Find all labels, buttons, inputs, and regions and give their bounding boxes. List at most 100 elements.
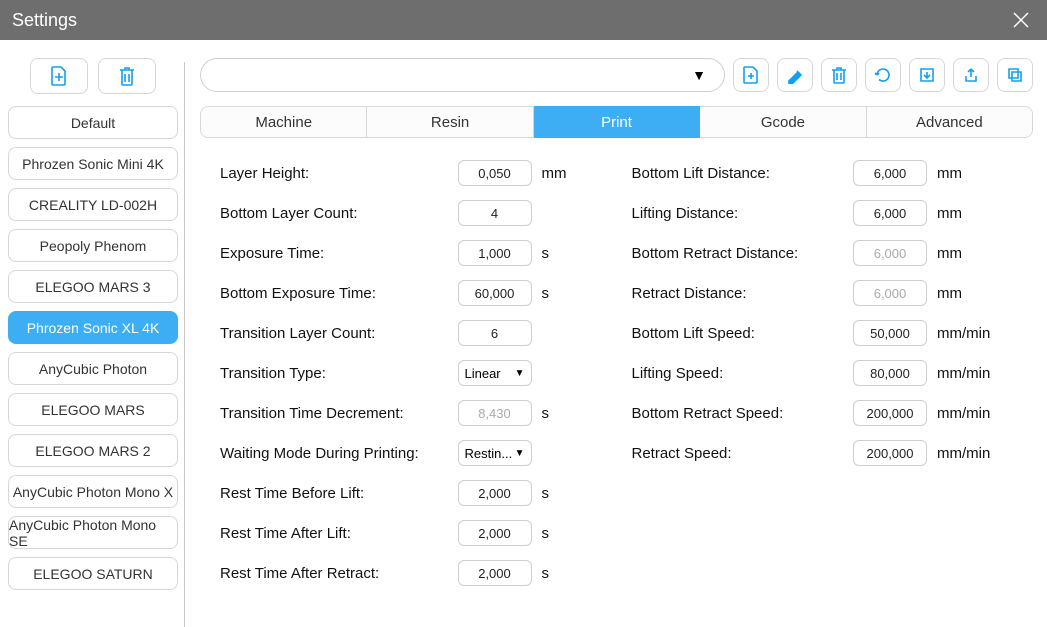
profile-item[interactable]: Phrozen Sonic Mini 4K (8, 147, 178, 180)
field-label: Rest Time After Retract: (220, 565, 458, 582)
field-label: Retract Speed: (632, 445, 854, 462)
chevron-down-icon: ▼ (515, 368, 525, 379)
field-label: Bottom Layer Count: (220, 205, 458, 222)
tab-resin[interactable]: Resin (367, 106, 533, 138)
profile-item[interactable]: ELEGOO MARS 2 (8, 434, 178, 467)
form-row: Bottom Retract Speed:mm/min (632, 400, 1014, 426)
form-row: Retract Distance:mm (632, 280, 1014, 306)
form-row: Rest Time After Retract: s (220, 560, 602, 586)
field-input[interactable] (853, 200, 927, 226)
field-input[interactable] (853, 360, 927, 386)
field-input[interactable] (853, 400, 927, 426)
field-unit: mm/min (927, 405, 1013, 422)
field-label: Rest Time Before Lift: (220, 485, 458, 502)
field-label: Transition Type: (220, 365, 458, 382)
form-row: Waiting Mode During Printing:Restin...▼ (220, 440, 602, 466)
profile-item[interactable]: Default (8, 106, 178, 139)
field-label: Bottom Exposure Time: (220, 285, 458, 302)
field-unit: mm (927, 285, 1013, 302)
field-input[interactable] (458, 160, 532, 186)
field-input[interactable] (458, 280, 532, 306)
main-panel: ▼ MachineResinPrintGco (186, 40, 1047, 627)
form-row: Bottom Lift Distance: mm (632, 160, 1014, 186)
field-input[interactable] (458, 480, 532, 506)
profile-item[interactable]: ELEGOO MARS 3 (8, 270, 178, 303)
field-input[interactable] (458, 320, 532, 346)
form-row: Transition Time Decrement:s (220, 400, 602, 426)
field-input[interactable] (458, 520, 532, 546)
copy-button[interactable] (997, 58, 1033, 92)
field-label: Transition Layer Count: (220, 325, 458, 342)
field-input[interactable] (853, 320, 927, 346)
profile-dropdown[interactable]: ▼ (200, 58, 725, 92)
field-unit: s (532, 525, 602, 542)
form-row: Layer Height: mm (220, 160, 602, 186)
profile-item[interactable]: AnyCubic Photon Mono X (8, 475, 178, 508)
field-input (853, 280, 927, 306)
sidebar: Default Phrozen Sonic Mini 4K CREALITY LD-… (0, 40, 186, 627)
close-button[interactable] (1007, 6, 1035, 34)
edit-button[interactable] (777, 58, 813, 92)
tab-advanced[interactable]: Advanced (867, 106, 1033, 138)
field-label: Bottom Lift Distance: (632, 165, 854, 182)
field-input (458, 400, 532, 426)
profile-item[interactable]: Phrozen Sonic XL 4K (8, 311, 178, 344)
profile-item[interactable]: AnyCubic Photon Mono SE (8, 516, 178, 549)
export-button[interactable] (953, 58, 989, 92)
form-row: Rest Time After Lift: s (220, 520, 602, 546)
form-row: Rest Time Before Lift: s (220, 480, 602, 506)
import-button[interactable] (909, 58, 945, 92)
field-label: Rest Time After Lift: (220, 525, 458, 542)
tabs: MachineResinPrintGcodeAdvanced (200, 106, 1033, 138)
field-unit: mm (927, 165, 1013, 182)
field-unit: s (532, 485, 602, 502)
refresh-icon (874, 66, 892, 84)
profile-item[interactable]: ELEGOO SATURN (8, 557, 178, 590)
field-unit: mm/min (927, 365, 1013, 382)
form-row: Transition Layer Count: (220, 320, 602, 346)
field-unit: s (532, 245, 602, 262)
add-profile-button[interactable] (30, 58, 88, 94)
form-row: Transition Type:Linear▼ (220, 360, 602, 386)
field-label: Exposure Time: (220, 245, 458, 262)
field-label: Layer Height: (220, 165, 458, 182)
window-title: Settings (12, 10, 77, 31)
field-select[interactable]: Linear▼ (458, 360, 532, 386)
tab-gcode[interactable]: Gcode (700, 106, 866, 138)
field-unit: s (532, 565, 602, 582)
field-label: Transition Time Decrement: (220, 405, 458, 422)
form-row: Lifting Distance:mm (632, 200, 1014, 226)
field-unit: mm/min (927, 325, 1013, 342)
field-unit: mm/min (927, 445, 1013, 462)
tab-print[interactable]: Print (534, 106, 700, 138)
new-button[interactable] (733, 58, 769, 92)
profile-item[interactable]: AnyCubic Photon (8, 352, 178, 385)
field-input (853, 240, 927, 266)
field-input[interactable] (853, 160, 927, 186)
profile-item[interactable]: Peopoly Phenom (8, 229, 178, 262)
refresh-button[interactable] (865, 58, 901, 92)
field-input[interactable] (458, 200, 532, 226)
field-select[interactable]: Restin...▼ (458, 440, 532, 466)
field-unit: mm (927, 245, 1013, 262)
file-plus-icon (742, 65, 760, 85)
profile-item[interactable]: ELEGOO MARS (8, 393, 178, 426)
field-label: Waiting Mode During Printing: (220, 445, 458, 462)
tab-machine[interactable]: Machine (200, 106, 367, 138)
export-icon (962, 66, 980, 84)
close-icon (1011, 10, 1031, 30)
field-input[interactable] (458, 560, 532, 586)
form-row: Bottom Lift Speed:mm/min (632, 320, 1014, 346)
field-input[interactable] (853, 440, 927, 466)
delete-profile-button[interactable] (98, 58, 156, 94)
titlebar: Settings (0, 0, 1047, 40)
delete-button[interactable] (821, 58, 857, 92)
field-label: Lifting Speed: (632, 365, 854, 382)
field-input[interactable] (458, 240, 532, 266)
chevron-down-icon: ▼ (692, 67, 706, 83)
field-label: Lifting Distance: (632, 205, 854, 222)
field-unit: mm (532, 165, 602, 182)
copy-icon (1006, 66, 1024, 84)
profile-item[interactable]: CREALITY LD-002H (8, 188, 178, 221)
field-unit: s (532, 285, 602, 302)
